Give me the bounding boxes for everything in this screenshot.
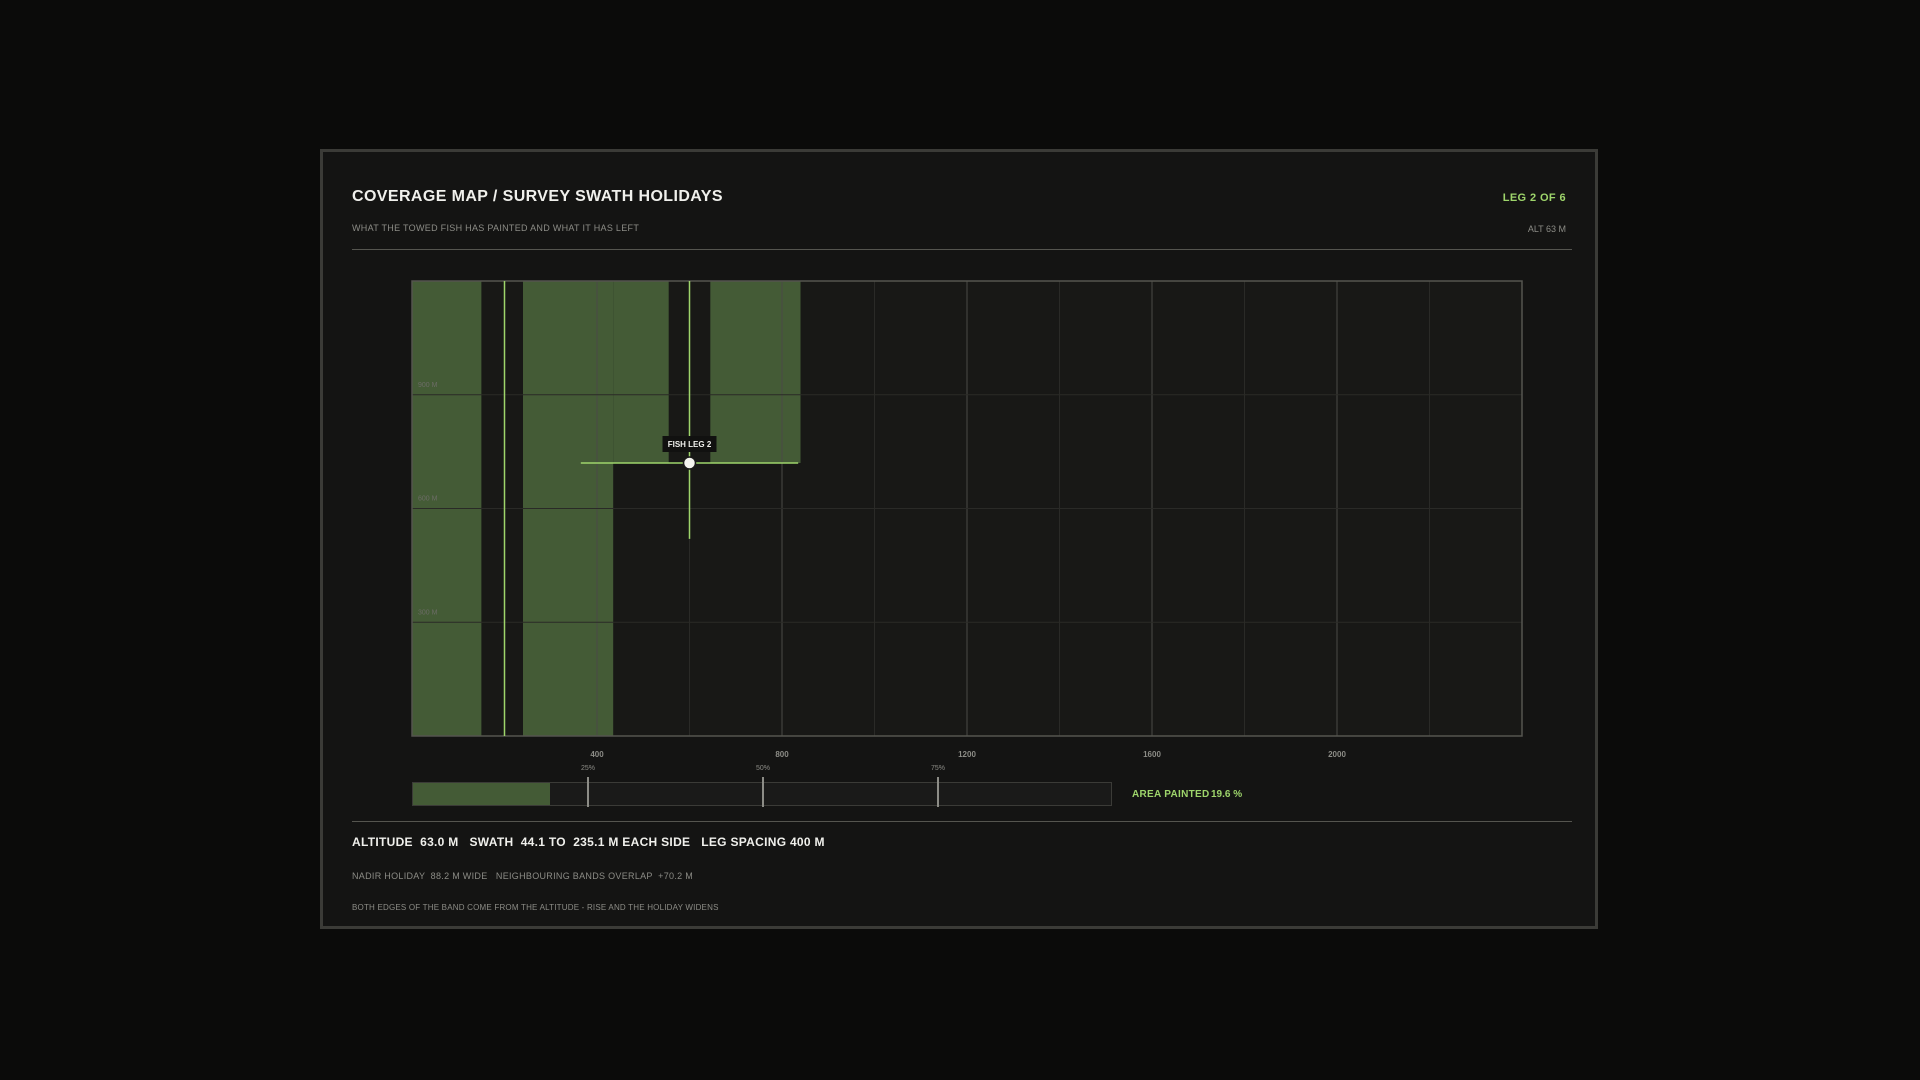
header-divider [352,249,1572,250]
coverage-map-panel: COVERAGE MAP / SURVEY SWATH HOLIDAYS WHA… [320,149,1598,929]
page-title: COVERAGE MAP / SURVEY SWATH HOLIDAYS [352,188,723,205]
y-tick-label: 900 M [418,382,438,389]
progress-tick-label-25: 25% [580,765,596,772]
survey-detail: NADIR HOLIDAY 88.2 M WIDE NEIGHBOURING B… [352,871,694,881]
footer-divider [352,821,1572,822]
progress-tick-50 [762,777,764,807]
survey-summary: ALTITUDE 63.0 M SWATH 44.1 TO 235.1 M EA… [352,835,825,849]
painted-band-3 [710,281,801,463]
x-tick-label: 1600 [1143,750,1161,759]
progress-tick-25 [587,777,589,807]
area-painted-progress-bar: 25% 50% 75% [412,765,1112,807]
plot-frame [411,280,1523,737]
y-tick-label: 300 M [418,609,438,616]
progress-tick-75 [937,777,939,807]
progress-tick-label-50: 50% [755,765,771,772]
survey-note: BOTH EDGES OF THE BAND COME FROM THE ALT… [352,903,719,912]
fish-label-bg [662,436,717,452]
fish-marker [682,456,697,470]
altitude-indicator: ALT 63 M [1527,224,1566,234]
page-subtitle: WHAT THE TOWED FISH HAS PAINTED AND WHAT… [352,223,640,233]
y-tick-label: 600 M [418,496,438,503]
leg-indicator: LEG 2 OF 6 [1502,192,1566,204]
x-tick-label: 2000 [1328,750,1346,759]
coverage-chart: 400 800 1200 1600 2000 300 M 600 M 900 M FISH LE… [411,280,1523,759]
fish-label: FISH LEG 2 [668,440,712,449]
area-painted-value: 19.6 % [1211,789,1243,800]
progress-tick-label-75: 75% [930,765,946,772]
progress-fill [413,783,550,805]
painted-band-2 [613,281,669,463]
x-tick-label: 1200 [958,750,976,759]
area-painted-label: AREA PAINTED [1132,789,1210,800]
x-tick-label: 400 [590,750,604,759]
x-tick-label: 800 [775,750,789,759]
